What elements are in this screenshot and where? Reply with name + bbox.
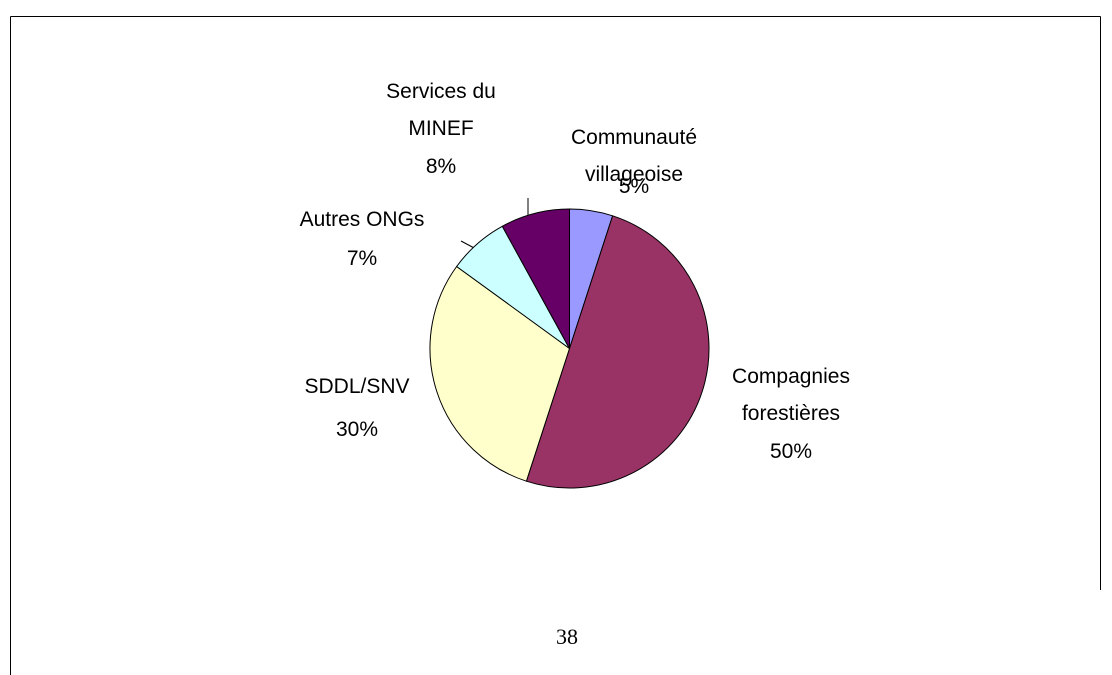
- pie-slice: [525, 215, 710, 489]
- pie-slice: [501, 208, 570, 349]
- value-label: 30%: [335, 418, 379, 441]
- pie-slice: [429, 265, 571, 482]
- slice-label: Services du MINEF: [386, 80, 496, 140]
- slice-label: SDDL/SNV: [304, 375, 410, 398]
- page-number: 38: [556, 624, 578, 649]
- value-label: 50%: [769, 440, 813, 463]
- slice-label: Autres ONGs: [299, 208, 425, 231]
- value-label: 7%: [346, 247, 378, 270]
- value-label: 8%: [425, 155, 457, 178]
- slice-label: Compagnies forestières: [732, 365, 850, 425]
- slice-label: Communauté villageoise: [570, 126, 698, 186]
- pie: [429, 208, 710, 489]
- value-label: 5%: [618, 175, 650, 198]
